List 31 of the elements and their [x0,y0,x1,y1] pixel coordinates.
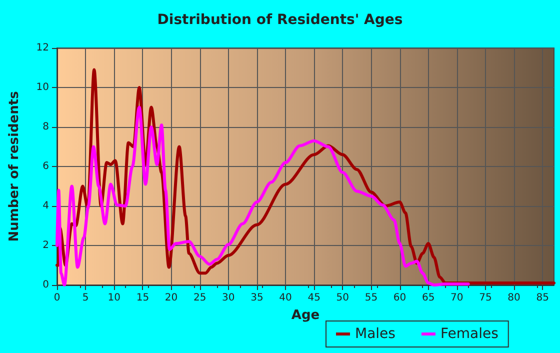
x-tick-label: 40 [279,292,292,304]
x-tick-label: 15 [136,292,150,304]
x-tick-label: 30 [222,292,235,304]
legend-label: Females [440,326,498,342]
x-tick-label: 0 [54,292,60,304]
x-tick-label: 80 [508,292,520,304]
y-tick-label: 0 [42,280,49,290]
x-tick-label: 65 [422,292,435,304]
x-axis-title: Age [291,308,320,323]
x-tick-label: 60 [393,292,406,304]
y-tick-label: 12 [36,42,49,54]
x-tick-label: 20 [164,292,178,304]
x-tick-label: 70 [450,292,464,304]
y-tick-label: 10 [36,82,49,93]
y-tick-label: 2 [42,240,49,251]
y-tick-label: 8 [42,122,49,132]
y-axis-title: Number of residents [7,90,22,242]
x-tick-label: 85 [536,292,549,304]
x-tick-label: 35 [250,292,264,304]
x-tick-label: 10 [108,292,120,304]
x-tick-label: 75 [479,292,492,304]
y-tick-label: 4 [42,200,49,212]
line-series [56,106,470,286]
legend-label: Males [355,326,396,342]
x-tick-label: 45 [308,292,320,304]
x-tick-label: 5 [82,292,89,304]
x-tick-label: 50 [336,292,349,304]
x-tick-label: 25 [193,292,206,304]
chart-title: Distribution of Residents' Ages [157,12,403,28]
x-tick-label: 55 [364,292,378,304]
y-tick-label: 6 [42,161,49,172]
